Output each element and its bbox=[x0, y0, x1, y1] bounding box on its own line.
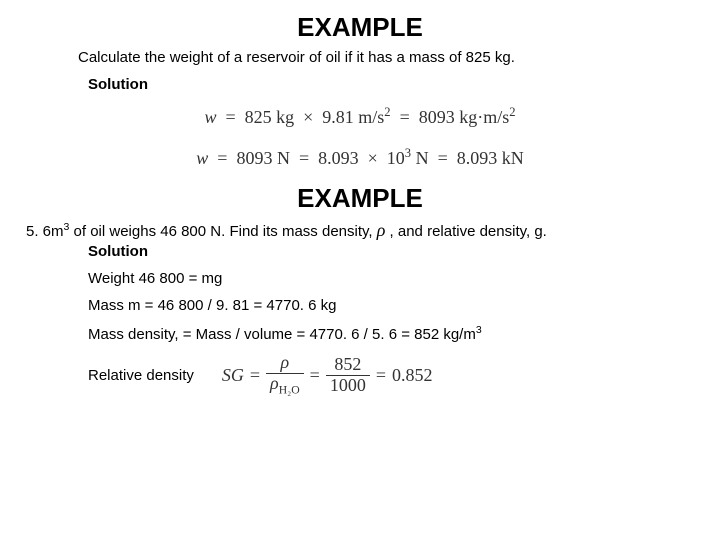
example1-equations: w = 825 kg × 9.81 m/s2 = 8093 kg·m/s2 w … bbox=[20, 105, 700, 169]
equation-line-1: w = 825 kg × 9.81 m/s2 = 8093 kg·m/s2 bbox=[20, 105, 700, 128]
example1-title: EXAMPLE bbox=[20, 12, 700, 43]
step-density: Mass density, = Mass / volume = 4770. 6 … bbox=[88, 324, 700, 343]
step-weight: Weight 46 800 = mg bbox=[88, 270, 700, 287]
relative-density-equation: SG = ρ ρH₂O = 852 1000 = 0.852 bbox=[222, 353, 433, 397]
equation-line-2: w = 8093 N = 8.093 × 103 N = 8.093 kN bbox=[20, 146, 700, 169]
example2-title: EXAMPLE bbox=[20, 183, 700, 214]
example2-solution-label: Solution bbox=[88, 243, 700, 260]
example1-solution-label: Solution bbox=[88, 76, 700, 93]
example2-problem: 5. 6m3 of oil weighs 46 800 N. Find its … bbox=[26, 220, 700, 241]
relative-density-row: Relative density SG = ρ ρH₂O = 852 1000 … bbox=[88, 353, 700, 397]
step-mass: Mass m = 46 800 / 9. 81 = 4770. 6 kg bbox=[88, 297, 700, 314]
example1-problem: Calculate the weight of a reservoir of o… bbox=[78, 49, 700, 66]
relative-density-label: Relative density bbox=[88, 367, 194, 384]
